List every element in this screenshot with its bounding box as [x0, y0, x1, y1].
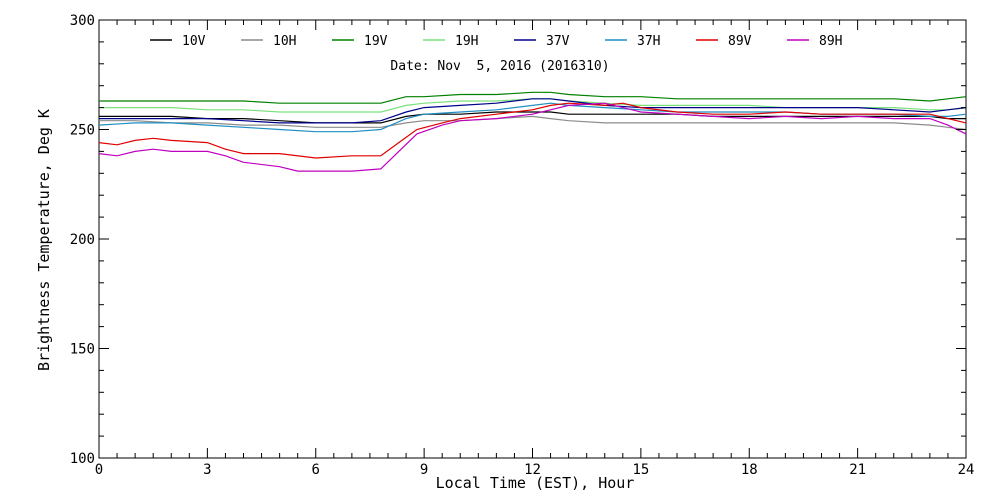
x-tick-label: 3	[203, 462, 211, 478]
series-line-89v	[98, 102, 967, 159]
legend-label-37h: 37H	[637, 34, 660, 49]
legend-label-10v: 10V	[182, 34, 206, 49]
y-tick-label: 200	[70, 232, 95, 248]
x-tick-label: 15	[632, 462, 649, 478]
x-tick-label: 12	[524, 462, 541, 478]
plot-frame	[98, 19, 967, 459]
series-line-89h	[98, 102, 967, 172]
x-tick-label: 6	[312, 462, 320, 478]
x-tick-label: 21	[849, 462, 866, 478]
y-tick-label: 250	[70, 123, 95, 139]
y-axis: 100 150 200 250 300	[70, 13, 966, 467]
legend: 10V 10H 19V 19H 37V 37H 89V 89H	[150, 34, 842, 49]
series-group	[98, 91, 967, 172]
series-line-10h	[99, 115, 967, 131]
x-tick-label: 18	[741, 462, 758, 478]
legend-label-89v: 89V	[728, 34, 752, 49]
legend-label-19v: 19V	[364, 34, 388, 49]
x-tick-label: 9	[420, 462, 428, 478]
x-tick-label: 0	[95, 462, 103, 478]
plot-area-border	[98, 19, 967, 459]
y-axis-label: Brightness Temperature, Deg K	[35, 109, 53, 371]
series-line-37v	[99, 98, 967, 124]
y-tick-label: 150	[70, 342, 95, 358]
x-axis-label: Local Time (EST), Hour	[436, 474, 635, 492]
legend-label-19h: 19H	[455, 34, 478, 49]
legend-label-89h: 89H	[819, 34, 842, 49]
x-tick-label: 24	[958, 462, 975, 478]
x-axis: 0 3 6 9 12 15 18 21 24	[95, 20, 975, 478]
legend-label-37v: 37V	[546, 34, 570, 49]
y-tick-label: 100	[70, 451, 95, 467]
y-tick-label: 300	[70, 13, 95, 29]
series-line-19v	[99, 91, 967, 104]
legend-label-10h: 10H	[273, 34, 296, 49]
chart-annotation: Date: Nov 5, 2016 (2016310)	[390, 59, 609, 74]
